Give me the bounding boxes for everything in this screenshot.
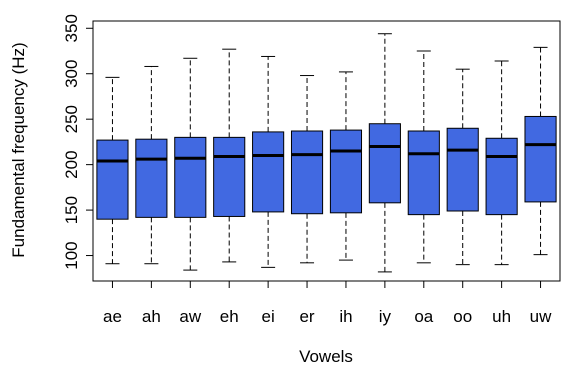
iqr-box bbox=[407, 130, 440, 216]
box-uh bbox=[485, 60, 518, 266]
x-axis-title: Vowels bbox=[299, 347, 353, 366]
box-aw bbox=[174, 57, 207, 271]
box-eh bbox=[213, 48, 246, 263]
box-uw bbox=[524, 46, 557, 256]
y-tick-label: 100 bbox=[62, 241, 81, 269]
x-tick-label: ih bbox=[339, 307, 352, 326]
x-tick-label: er bbox=[299, 307, 314, 326]
x-tick-label: ah bbox=[142, 307, 161, 326]
box-iy bbox=[368, 33, 401, 273]
box-series bbox=[96, 33, 557, 273]
box-er bbox=[290, 75, 324, 264]
iqr-box bbox=[252, 131, 285, 213]
iqr-box bbox=[446, 127, 479, 212]
iqr-box bbox=[135, 138, 168, 218]
y-tick-label: 300 bbox=[62, 60, 81, 88]
iqr-box bbox=[174, 136, 207, 218]
x-tick-label: uw bbox=[530, 307, 552, 326]
y-axis: 100 150 200 250 300 350 bbox=[62, 14, 94, 270]
y-tick-label: 350 bbox=[62, 14, 81, 42]
box-ae bbox=[96, 76, 129, 265]
y-tick-label: 200 bbox=[62, 150, 81, 178]
x-tick-label: eh bbox=[220, 307, 239, 326]
y-tick-label: 150 bbox=[62, 196, 81, 224]
x-tick-label: ei bbox=[262, 307, 275, 326]
x-tick-label: aw bbox=[179, 307, 201, 326]
x-axis: ae ah aw eh ei er ih iy oa oo uh uw bbox=[103, 280, 552, 326]
box-oa bbox=[407, 50, 440, 264]
iqr-box bbox=[290, 130, 324, 215]
iqr-box bbox=[213, 136, 246, 217]
y-axis-title: Fundamental frequency (Hz) bbox=[9, 42, 28, 257]
x-tick-label: oo bbox=[453, 307, 472, 326]
y-tick-label: 250 bbox=[62, 105, 81, 133]
iqr-box bbox=[96, 139, 129, 220]
iqr-box bbox=[368, 123, 401, 204]
x-tick-label: ae bbox=[103, 307, 122, 326]
iqr-box bbox=[485, 137, 518, 216]
iqr-box bbox=[524, 115, 557, 203]
box-ah bbox=[135, 65, 168, 265]
box-oo bbox=[446, 68, 479, 266]
box-ih bbox=[329, 71, 363, 261]
box-ei bbox=[252, 55, 285, 268]
iqr-box bbox=[329, 129, 363, 214]
x-tick-label: oa bbox=[414, 307, 433, 326]
x-tick-label: uh bbox=[492, 307, 511, 326]
x-tick-label: iy bbox=[379, 307, 392, 326]
